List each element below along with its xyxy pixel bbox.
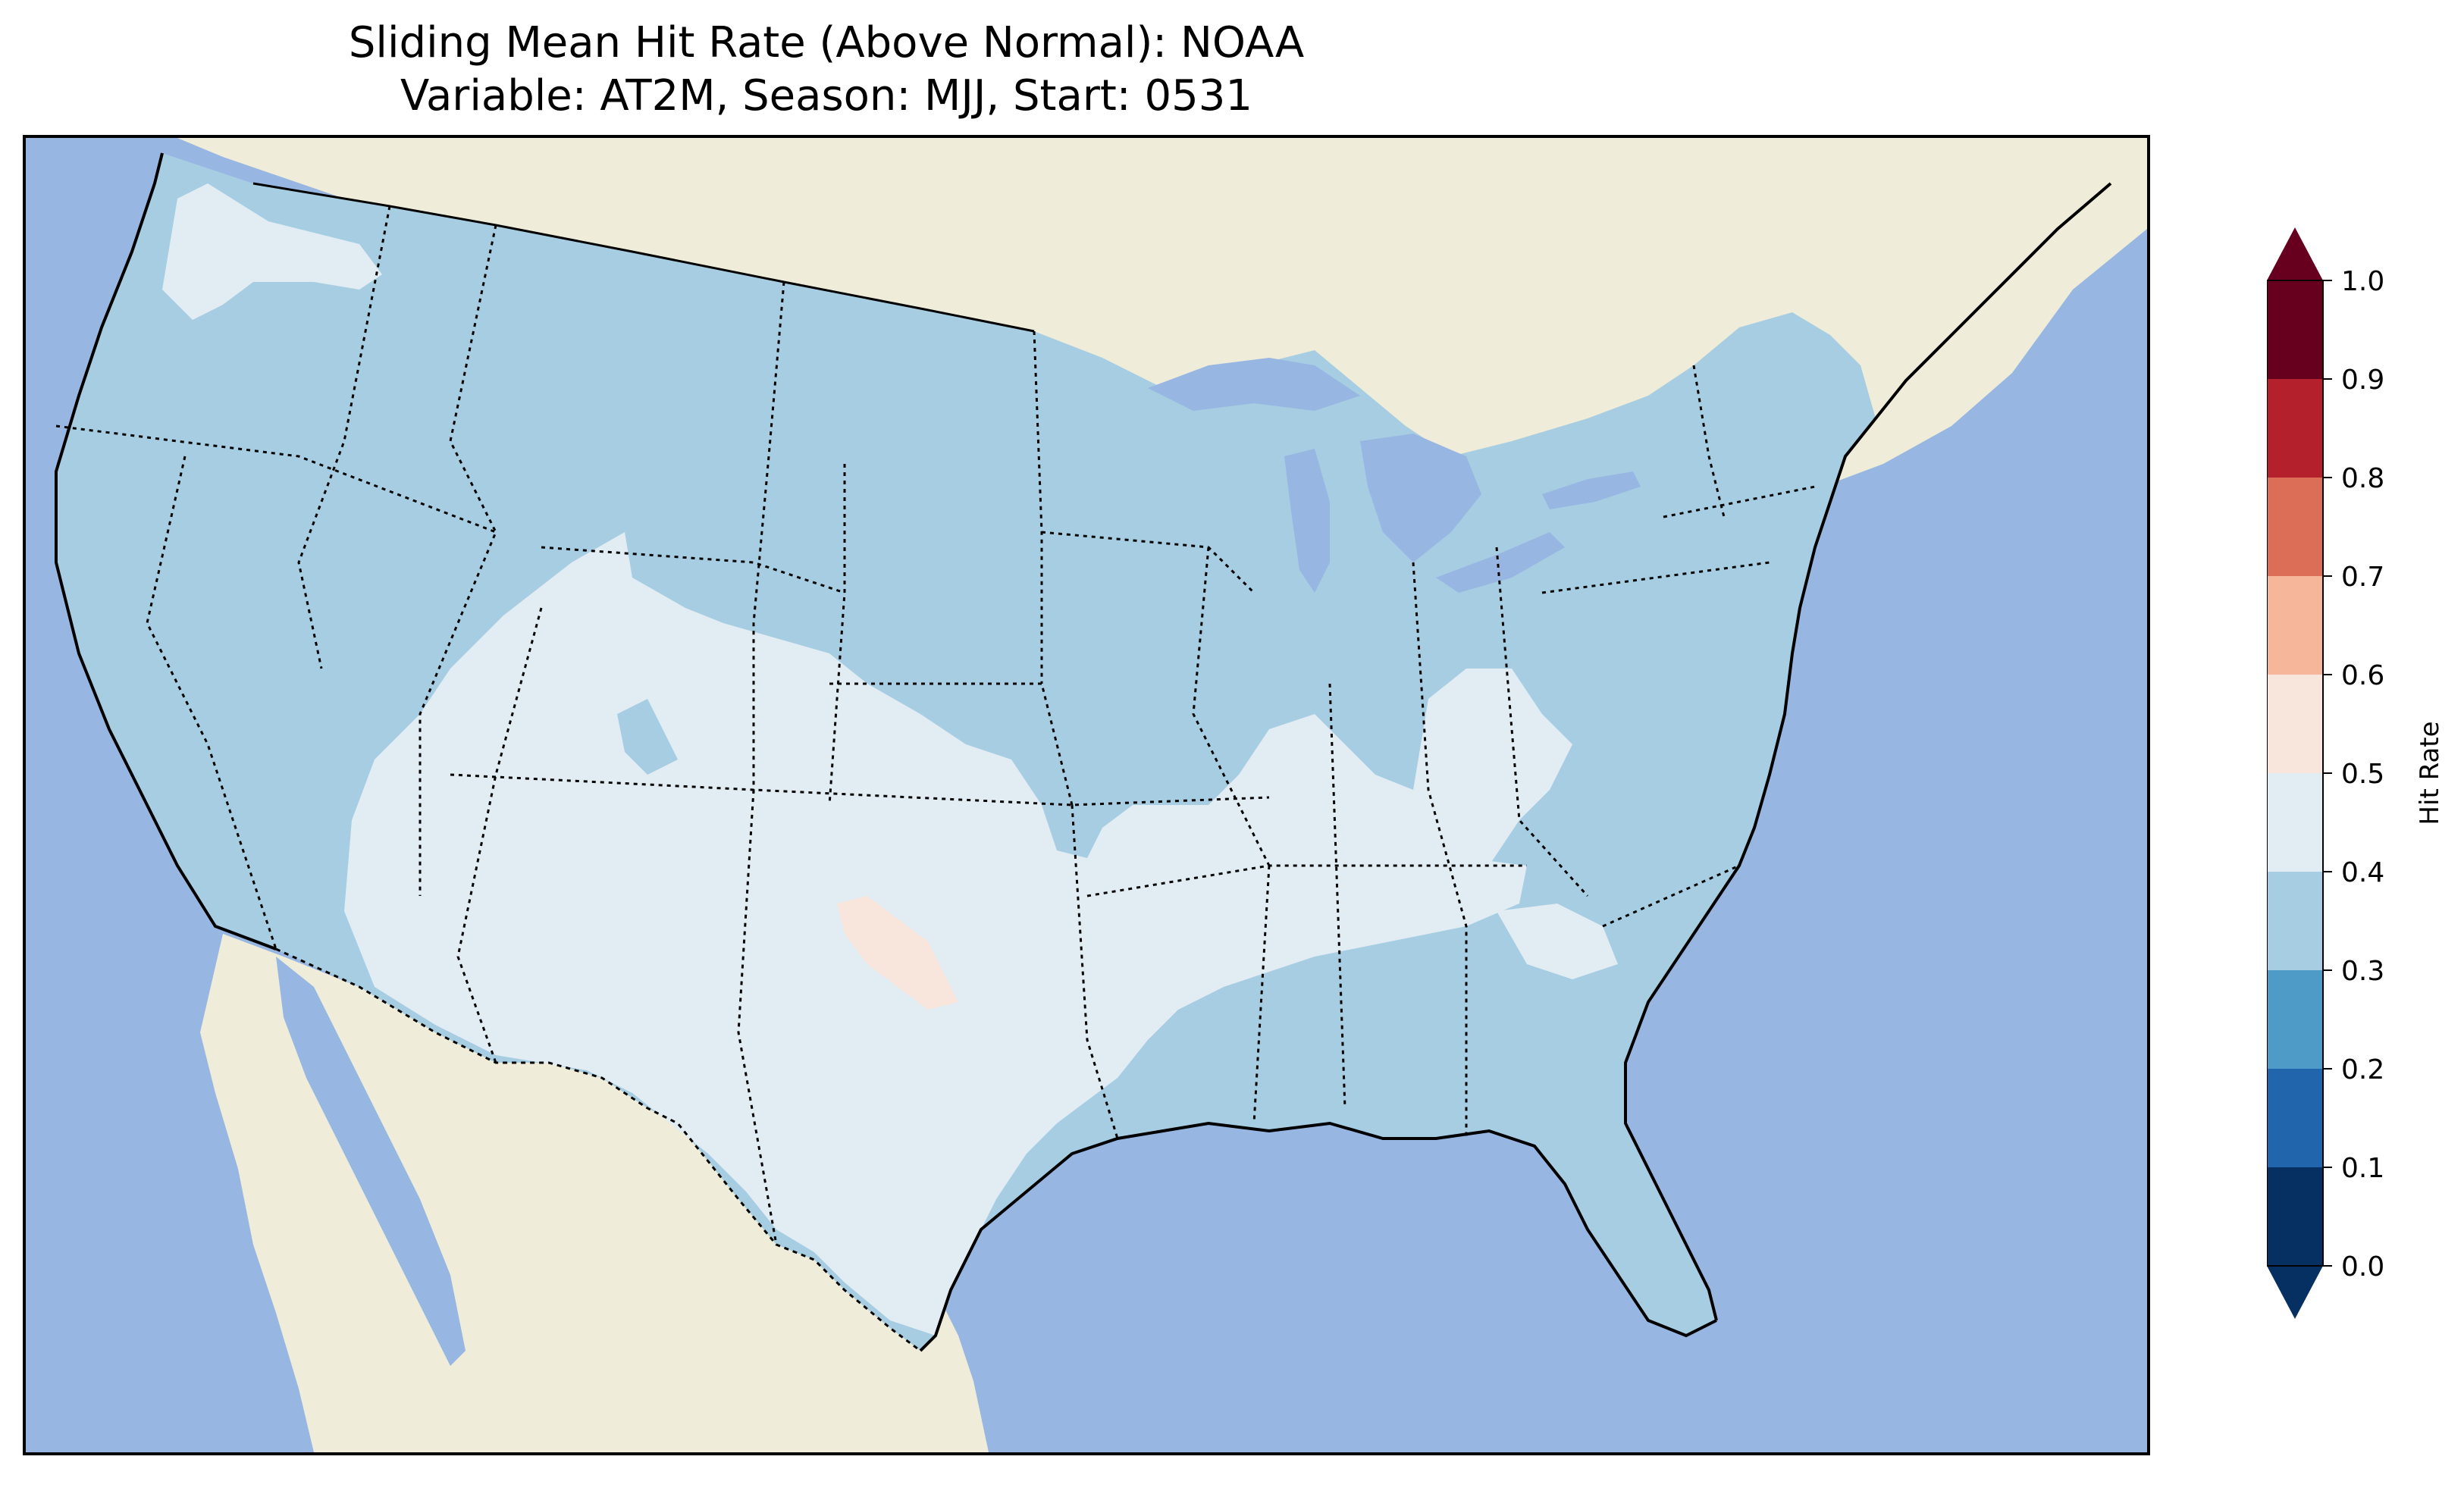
lake-huron bbox=[1360, 434, 1481, 562]
gulf-of-california bbox=[276, 957, 466, 1366]
colorbar-bin-6 bbox=[2267, 576, 2323, 675]
atlantic-coastline bbox=[1624, 182, 2112, 1321]
colorbar-tick-label: 0.5 bbox=[2341, 759, 2384, 790]
colorbar-extend-max bbox=[2267, 227, 2323, 280]
region-west-texas-05-06 bbox=[837, 896, 958, 1010]
colorbar-bin-4 bbox=[2267, 773, 2323, 872]
colorbar-bins bbox=[2267, 280, 2323, 1266]
map-frame bbox=[23, 135, 2150, 1455]
colorbar-tick-label: 0.2 bbox=[2341, 1054, 2384, 1085]
colorbar-tick-label: 0.6 bbox=[2341, 660, 2384, 691]
lake-michigan bbox=[1284, 449, 1330, 593]
colorbar-tick-label: 0.7 bbox=[2341, 562, 2384, 593]
colorbar-bin-7 bbox=[2267, 478, 2323, 576]
region-ohio-valley-04-05 bbox=[1208, 669, 1572, 896]
colorbar-ticks: 0.0 0.1 0.2 0.3 0.4 0.5 0.6 0.7 0.8 0.9 1.0 bbox=[2323, 266, 2384, 1283]
colorbar-bin-0 bbox=[2267, 1167, 2323, 1266]
colorbar-bin-9 bbox=[2267, 280, 2323, 379]
lake-erie bbox=[1436, 532, 1565, 593]
colorbar-bin-5 bbox=[2267, 675, 2323, 773]
state-borders bbox=[55, 205, 1816, 1245]
region-colorado-03-04 bbox=[617, 699, 678, 775]
colorbar-bin-3 bbox=[2267, 872, 2323, 970]
colorbar-bin-2 bbox=[2267, 970, 2323, 1069]
title-line-2: Variable: AT2M, Season: MJJ, Start: 0531 bbox=[400, 71, 1252, 121]
colorbar-tick-label: 0.3 bbox=[2341, 956, 2384, 987]
region-carolina-04-05 bbox=[1497, 904, 1618, 979]
gulf-coastline bbox=[919, 1121, 1717, 1352]
colorbar-tick-label: 0.9 bbox=[2341, 365, 2384, 396]
colorbar-tick-label: 0.4 bbox=[2341, 857, 2384, 888]
colorbar-tick-label: 0.1 bbox=[2341, 1153, 2384, 1184]
us-mexico-border bbox=[275, 947, 921, 1352]
colorbar-tick-label: 1.0 bbox=[2341, 266, 2384, 297]
lake-superior bbox=[1148, 358, 1360, 411]
colorbar-bin-1 bbox=[2267, 1069, 2323, 1167]
map-title: Sliding Mean Hit Rate (Above Normal): NO… bbox=[0, 17, 1653, 123]
colorbar-tick-label: 0.8 bbox=[2341, 463, 2384, 494]
us-coastline bbox=[55, 152, 277, 951]
baja-land bbox=[223, 941, 450, 1427]
colorbar-extend-min bbox=[2267, 1266, 2323, 1319]
colorbar: 0.0 0.1 0.2 0.3 0.4 0.5 0.6 0.7 0.8 0.9 1.0 Hit Ra… bbox=[2267, 227, 2445, 1319]
colorbar-bin-8 bbox=[2267, 379, 2323, 478]
colorbar-tick-label: 0.0 bbox=[2341, 1251, 2384, 1283]
title-line-1: Sliding Mean Hit Rate (Above Normal): NO… bbox=[348, 18, 1305, 67]
colorbar-label: Hit Rate bbox=[2415, 721, 2445, 825]
lake-ontario bbox=[1542, 471, 1641, 509]
region-pnw-04-05 bbox=[162, 183, 382, 320]
map-canvas bbox=[55, 138, 2147, 1452]
